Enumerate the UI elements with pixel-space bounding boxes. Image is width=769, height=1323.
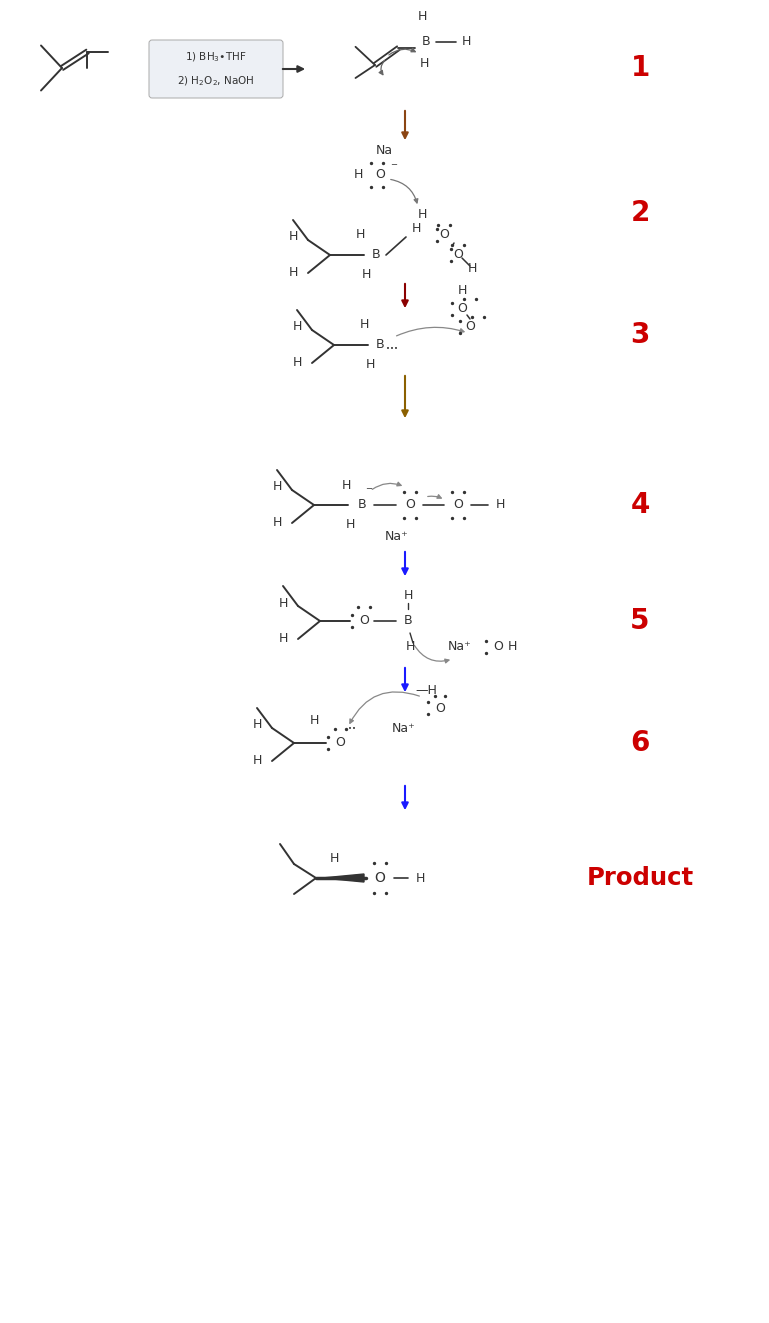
Text: O: O: [453, 499, 463, 512]
Text: O: O: [453, 249, 463, 262]
Text: •••: •••: [386, 347, 398, 352]
Text: H: H: [272, 480, 281, 493]
Text: H: H: [495, 499, 504, 512]
Text: H: H: [292, 320, 301, 333]
Text: H: H: [418, 11, 427, 22]
Text: H: H: [365, 359, 375, 372]
Text: B: B: [371, 249, 381, 262]
Text: H: H: [329, 852, 338, 864]
Text: O: O: [359, 614, 369, 627]
Text: H: H: [359, 319, 368, 332]
Text: H: H: [415, 872, 424, 885]
Text: B: B: [358, 499, 366, 512]
Text: Na⁺: Na⁺: [448, 640, 472, 654]
Text: O: O: [457, 303, 467, 315]
Text: O: O: [435, 701, 445, 714]
Text: Na⁺: Na⁺: [392, 722, 416, 736]
Text: H: H: [292, 356, 301, 369]
Text: O: O: [439, 229, 449, 242]
Text: B: B: [404, 614, 412, 627]
FancyBboxPatch shape: [149, 40, 283, 98]
Text: 3: 3: [631, 321, 650, 349]
Text: O: O: [375, 168, 385, 181]
Text: H: H: [278, 632, 288, 646]
Text: H: H: [468, 262, 477, 274]
Text: O: O: [405, 499, 415, 512]
Text: H: H: [278, 597, 288, 610]
Text: H: H: [361, 269, 371, 282]
Text: H: H: [341, 479, 351, 492]
Text: 6: 6: [631, 729, 650, 757]
Text: 5: 5: [631, 607, 650, 635]
Text: H: H: [309, 714, 318, 728]
Text: 2: 2: [631, 198, 650, 228]
Text: —H: —H: [415, 684, 437, 697]
Text: H: H: [508, 640, 517, 654]
Text: B: B: [376, 339, 384, 352]
Text: O: O: [493, 640, 503, 654]
Text: H: H: [345, 519, 355, 532]
Text: H: H: [288, 266, 298, 279]
Text: H: H: [458, 284, 467, 298]
Text: B: B: [421, 36, 431, 48]
Text: H: H: [419, 57, 428, 70]
Text: H: H: [353, 168, 363, 181]
Text: 1) BH$_3$$\bullet$THF: 1) BH$_3$$\bullet$THF: [185, 50, 247, 64]
Text: H: H: [461, 36, 471, 48]
Text: Product: Product: [587, 867, 694, 890]
Text: H: H: [288, 230, 298, 243]
Text: H: H: [403, 589, 413, 602]
Text: ••: ••: [348, 726, 356, 732]
Text: H: H: [252, 718, 261, 732]
Text: H: H: [355, 229, 365, 242]
Text: H: H: [252, 754, 261, 767]
Text: 2) H$_2$O$_2$, NaOH: 2) H$_2$O$_2$, NaOH: [177, 74, 255, 87]
Text: Na: Na: [375, 144, 392, 157]
Text: 4: 4: [631, 491, 650, 519]
Text: H: H: [418, 209, 427, 221]
Text: −: −: [391, 160, 398, 169]
Text: O: O: [375, 871, 385, 885]
Text: O: O: [335, 737, 345, 750]
Text: −: −: [365, 484, 372, 493]
Text: H: H: [411, 222, 421, 235]
Text: H: H: [405, 640, 414, 654]
Text: Na⁺: Na⁺: [385, 531, 409, 544]
Text: 1: 1: [631, 54, 650, 82]
Text: O: O: [465, 320, 475, 333]
Polygon shape: [322, 875, 364, 882]
Text: H: H: [272, 516, 281, 529]
